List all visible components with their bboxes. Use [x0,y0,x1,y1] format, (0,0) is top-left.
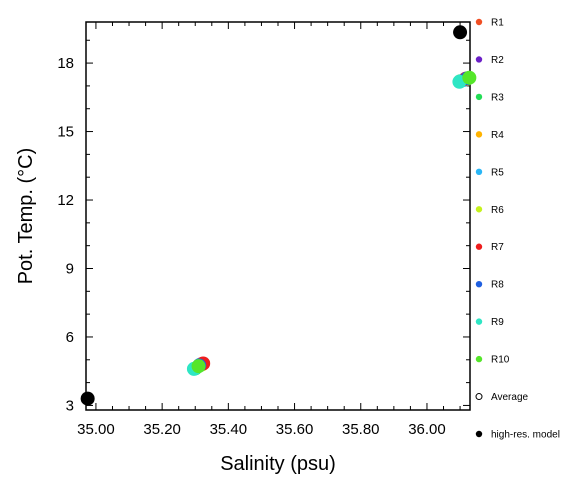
legend-marker [475,131,483,138]
legend-marker [475,18,483,26]
legend-label: R5 [491,167,504,178]
legend-label: R4 [491,130,504,141]
legend-label: high-res. model [491,430,560,441]
plot-frame [85,21,471,411]
y-tick-label: 12 [57,192,74,209]
legend-marker [475,280,483,288]
legend-label: R7 [491,242,504,253]
x-axis-label: Salinity (psu) [220,453,336,475]
legend-marker [475,430,483,438]
legend-label: R9 [491,317,504,328]
legend-label: R6 [491,205,504,216]
legend-marker [475,243,483,250]
legend-marker [475,206,483,213]
y-tick-label: 18 [57,55,74,72]
legend-label: R2 [491,55,504,66]
data-point [80,391,95,406]
y-tick-label: 9 [66,260,74,277]
legend-label: R10 [491,355,510,366]
data-point [462,70,477,85]
y-tick-label: 3 [66,397,74,414]
legend-marker [475,56,483,63]
y-axis-label: Pot. Temp. (°C) [15,148,37,285]
data-point [453,25,468,40]
legend-label: Average [491,392,529,403]
legend-marker [475,393,483,401]
legend-label: R8 [491,280,504,291]
legend-marker [475,93,483,101]
x-tick-label: 35.60 [276,421,314,438]
legend-marker [475,168,483,176]
legend-marker [475,355,483,363]
legend-label: R3 [491,92,504,103]
x-tick-label: 35.80 [342,421,380,438]
y-tick-label: 15 [57,124,74,141]
legend-marker [475,318,483,325]
x-tick-label: 35.40 [210,421,248,438]
data-point [191,359,206,374]
x-tick-label: 35.20 [143,421,181,438]
legend-label: R1 [491,18,504,29]
x-tick-label: 35.00 [77,421,115,438]
x-tick-label: 36.00 [408,421,446,438]
y-tick-label: 6 [66,329,74,346]
